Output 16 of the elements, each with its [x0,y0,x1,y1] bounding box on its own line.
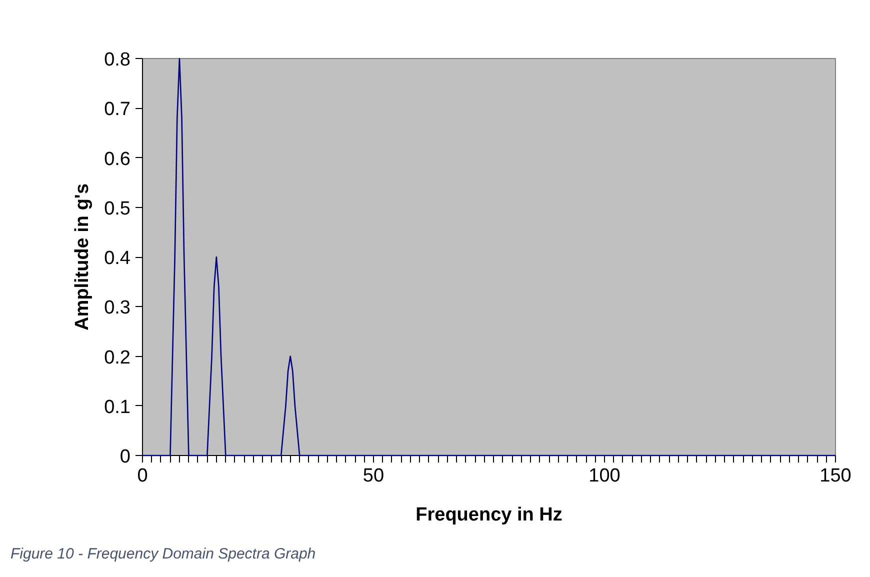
y-tick-label: 0.8 [104,50,131,70]
y-tick-label: 0.1 [104,396,131,418]
x-tick-label: 100 [588,466,620,486]
x-axis-title: Frequency in Hz [416,504,562,526]
y-tick-label: 0.6 [104,148,131,170]
y-tick-label: 0 [120,446,131,468]
y-tick-label: 0.3 [104,298,131,319]
y-tick-label: 0.2 [104,347,131,368]
y-axis-title: Amplitude in g's [72,183,94,331]
y-tick-label: 0.5 [104,198,131,220]
x-tick-label: 0 [137,466,148,486]
y-tick-label: 0.4 [104,248,131,269]
caption: Figure 10 - Frequency Domain Spectra Graph [10,546,316,562]
x-tick-label: 50 [362,466,384,486]
x-tick-label: 150 [820,466,852,486]
y-tick-label: 0.7 [104,99,131,120]
